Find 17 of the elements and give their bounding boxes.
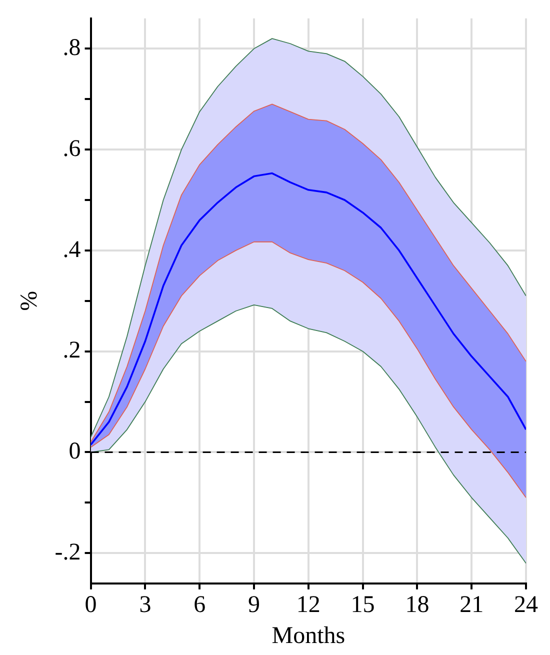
y-axis-title: %	[16, 290, 43, 311]
x-tick-label: 6	[194, 592, 206, 618]
x-axis-title: Months	[272, 622, 346, 649]
y-tick-label: .2	[62, 338, 81, 364]
x-tick-label: 12	[296, 592, 320, 618]
y-tick-label: .4	[62, 236, 81, 263]
x-tick-label: 21	[460, 592, 484, 618]
x-tick-label: 9	[248, 592, 260, 618]
x-tick-label: 18	[405, 592, 430, 618]
y-tick-label: -.2	[54, 539, 81, 566]
x-tick-label: 24	[514, 592, 538, 618]
x-tick-label: 3	[139, 592, 152, 618]
y-tick-label: 0	[68, 438, 81, 465]
x-tick-label: 0	[84, 592, 97, 618]
y-tick-label: .6	[62, 136, 81, 162]
y-tick-label: .8	[62, 34, 81, 61]
x-tick-label: 15	[350, 592, 375, 618]
